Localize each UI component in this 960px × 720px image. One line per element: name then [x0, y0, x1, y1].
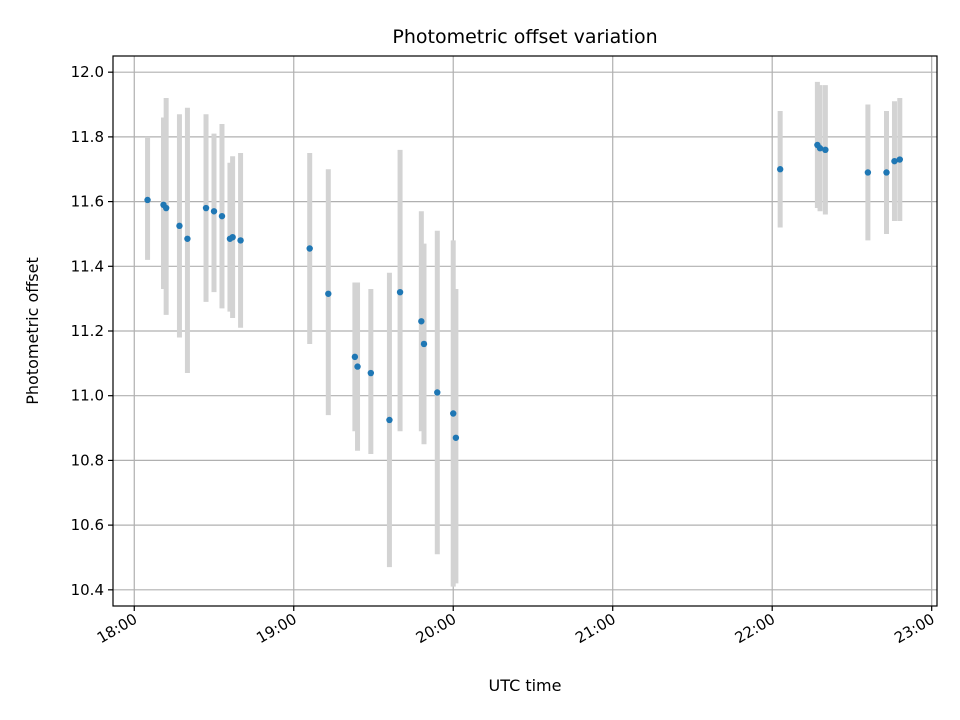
x-tick-label: 20:00 [413, 610, 459, 647]
y-tick-label: 11.2 [71, 322, 104, 340]
y-tick-label: 11.0 [71, 387, 104, 405]
y-tick-label: 12.0 [71, 63, 104, 81]
data-point [420, 340, 428, 348]
x-tick-layer: 18:00 19:00 20:00 21:00 22:00 23:00 [94, 606, 938, 647]
data-point [210, 208, 218, 215]
data-point [452, 434, 460, 441]
data-point [351, 353, 359, 361]
y-tick-label: 11.8 [71, 128, 104, 146]
data-point [896, 156, 903, 163]
x-tick-label: 23:00 [891, 610, 937, 647]
data-point [883, 169, 890, 176]
x-tick-label: 18:00 [94, 610, 140, 647]
data-point [306, 245, 313, 252]
x-tick-label: 22:00 [732, 610, 778, 647]
y-axis-label: Photometric offset [23, 257, 42, 405]
y-tick-label: 10.8 [71, 451, 104, 469]
errorbar-layer [145, 81, 903, 587]
data-point [202, 204, 210, 212]
data-point [144, 196, 151, 204]
data-point [237, 237, 244, 244]
data-point [325, 290, 332, 297]
data-point [176, 222, 183, 230]
y-tick-label: 10.4 [71, 581, 104, 599]
data-point [822, 146, 829, 154]
point-layer [144, 141, 903, 441]
data-point [367, 369, 375, 377]
grid-layer [113, 56, 937, 606]
data-point [816, 145, 824, 152]
data-point [354, 363, 361, 370]
data-point [162, 204, 170, 212]
x-tick-label: 19:00 [253, 610, 299, 647]
x-axis-label: UTC time [489, 676, 562, 695]
data-point [891, 157, 898, 165]
chart-title: Photometric offset variation [392, 26, 657, 48]
data-point [218, 212, 226, 220]
data-point [776, 166, 784, 173]
data-point [229, 233, 236, 241]
data-point [418, 318, 425, 325]
data-point [396, 288, 404, 296]
data-point [434, 389, 441, 396]
y-tick-layer: 10.4 10.6 10.8 11.0 11.2 11.4 11.6 11.8 12.0 [71, 63, 113, 599]
data-point [184, 235, 191, 242]
y-tick-label: 10.6 [71, 516, 104, 534]
y-tick-label: 11.4 [71, 257, 104, 275]
x-tick-label: 21:00 [572, 610, 618, 647]
data-point [864, 169, 872, 176]
data-point [386, 416, 393, 424]
data-point [450, 410, 457, 417]
y-tick-label: 11.6 [71, 193, 104, 211]
